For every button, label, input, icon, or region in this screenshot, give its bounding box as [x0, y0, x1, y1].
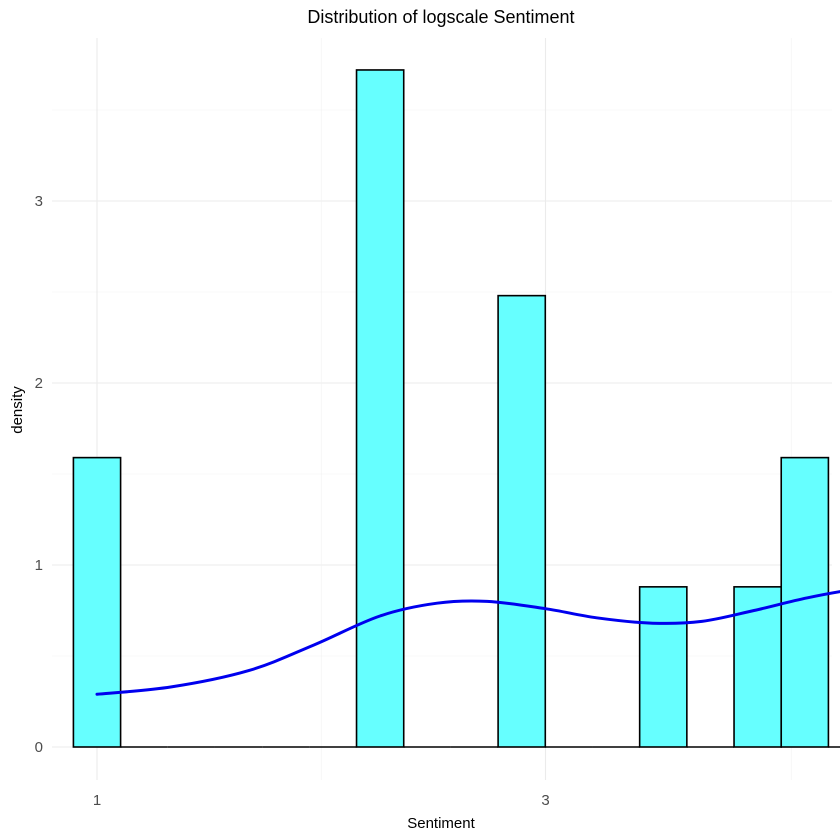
histogram-bar	[72, 456, 122, 748]
x-tick-label: 1	[93, 792, 101, 809]
density-curve-group	[95, 590, 840, 696]
chart-title: Distribution of logscale Sentiment	[307, 7, 574, 27]
density-curve	[95, 590, 840, 696]
histogram-bar	[733, 586, 783, 748]
y-tick-label: 2	[35, 375, 43, 392]
y-tick-label: 1	[35, 557, 43, 574]
x-axis-title: Sentiment	[407, 815, 475, 832]
x-tick-label: 3	[541, 792, 549, 809]
histogram-bar	[355, 69, 405, 748]
histogram-bars	[72, 69, 840, 748]
y-tick-label: 0	[35, 739, 43, 756]
histogram-bar	[638, 586, 688, 748]
x-axis-ticks: 131030	[93, 792, 550, 809]
grid	[52, 38, 832, 780]
y-axis-ticks: 0 1 2 3	[35, 193, 43, 756]
histogram-bar	[497, 294, 547, 748]
y-tick-label: 3	[35, 193, 43, 210]
y-axis-title: density	[9, 386, 26, 434]
